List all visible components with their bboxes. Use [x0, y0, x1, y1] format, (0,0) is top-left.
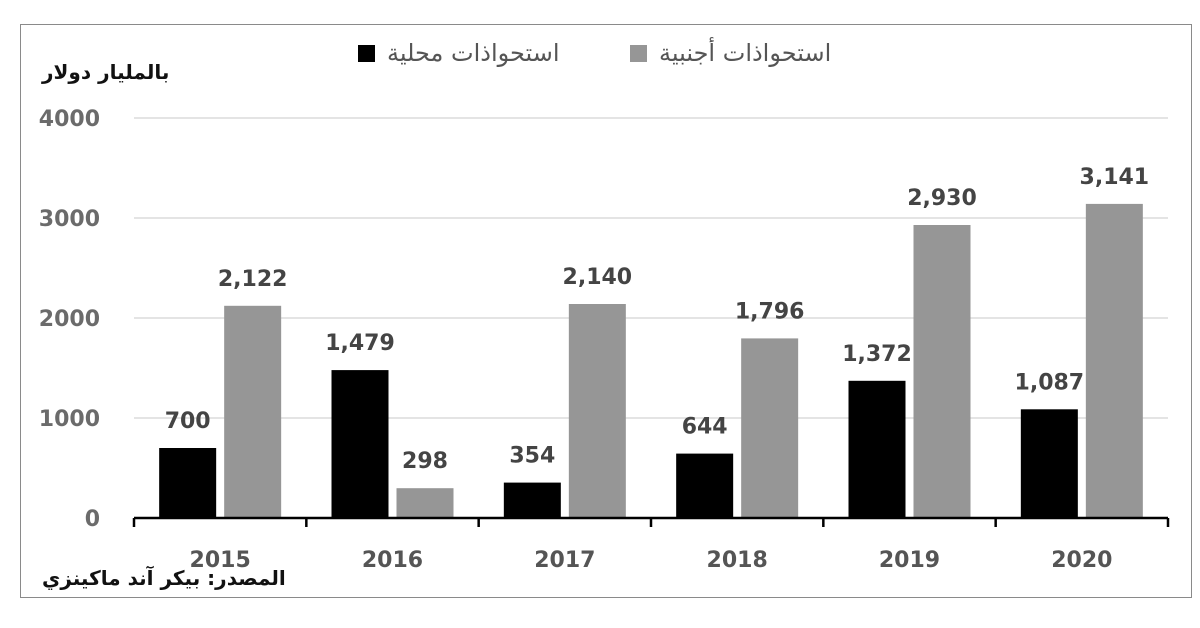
x-tick-label: 2018: [707, 548, 768, 573]
y-tick-label: 4000: [39, 107, 100, 132]
x-tick-label: 2020: [1051, 548, 1112, 573]
bar-value-label: 3,141: [1080, 165, 1150, 190]
bar-value-label: 2,140: [563, 265, 633, 290]
bar-domestic: [331, 370, 389, 518]
bar-foreign: [1085, 203, 1143, 518]
bar-value-label: 700: [165, 409, 211, 434]
legend: استحواذات أجنبية استحواذات محلية: [0, 36, 1200, 70]
x-tick-label: 2016: [362, 548, 423, 573]
bar-value-label: 354: [509, 444, 555, 469]
x-tick-label: 2017: [534, 548, 595, 573]
bar-domestic: [1020, 409, 1078, 518]
legend-swatch-domestic-icon: [358, 44, 375, 62]
source-label: المصدر: بيكر آند ماكينزي: [42, 566, 286, 590]
bar-domestic: [159, 448, 217, 518]
legend-item-foreign: استحواذات أجنبية: [630, 36, 831, 70]
y-tick-label: 2000: [39, 307, 100, 332]
y-tick-label: 3000: [39, 207, 100, 232]
bar-value-label: 1,796: [735, 299, 805, 324]
bar-value-label: 298: [402, 449, 448, 474]
bar-foreign: [913, 225, 971, 518]
bar-domestic: [848, 380, 906, 518]
bar-value-label: 2,122: [218, 267, 288, 292]
bar-foreign: [568, 304, 626, 518]
y-axis-unit-label: بالمليار دولار: [42, 60, 170, 84]
bar-foreign: [741, 338, 799, 518]
y-tick-label: 0: [85, 507, 100, 532]
bar-foreign: [224, 305, 282, 518]
x-tick-label: 2019: [879, 548, 940, 573]
chart-frame: [20, 24, 1192, 598]
legend-label-domestic: استحواذات محلية: [387, 39, 560, 67]
bar-value-label: 1,087: [1015, 370, 1085, 395]
bar-value-label: 1,479: [325, 331, 395, 356]
bar-value-label: 2,930: [907, 186, 977, 211]
bar-value-label: 1,372: [842, 342, 912, 367]
bar-domestic: [503, 482, 561, 518]
legend-label-foreign: استحواذات أجنبية: [659, 39, 832, 67]
legend-swatch-foreign-icon: [630, 44, 647, 62]
bar-foreign: [396, 488, 454, 518]
bar-domestic: [676, 453, 734, 518]
bar-value-label: 644: [682, 415, 728, 440]
y-tick-label: 1000: [39, 407, 100, 432]
x-tick-label: 2015: [190, 548, 251, 573]
legend-item-domestic: استحواذات محلية: [358, 36, 560, 70]
